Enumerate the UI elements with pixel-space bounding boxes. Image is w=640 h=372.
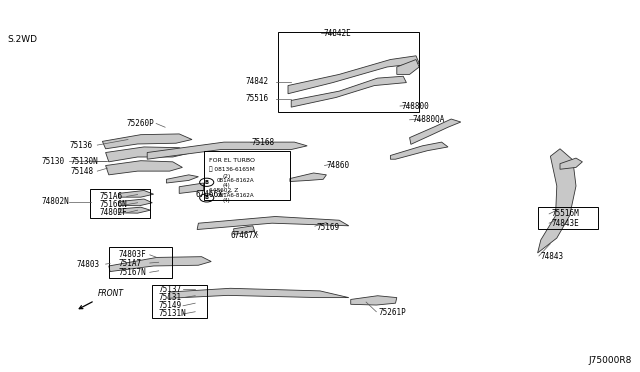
Text: 74802F: 74802F <box>99 208 127 217</box>
Text: 75131: 75131 <box>159 293 182 302</box>
Text: 75167N: 75167N <box>118 268 146 277</box>
Polygon shape <box>102 134 192 149</box>
Text: 75149: 75149 <box>159 301 182 310</box>
Polygon shape <box>109 257 211 272</box>
Polygon shape <box>118 199 152 206</box>
Text: 74843: 74843 <box>541 252 564 261</box>
Polygon shape <box>351 296 397 305</box>
Polygon shape <box>291 76 406 107</box>
Text: (4): (4) <box>223 183 230 188</box>
Polygon shape <box>166 175 198 183</box>
Bar <box>152 285 207 318</box>
Text: 748800: 748800 <box>402 102 429 110</box>
Text: 67467X: 67467X <box>230 231 258 240</box>
Text: 75260P: 75260P <box>126 119 154 128</box>
Bar <box>90 189 150 218</box>
Text: 0B1A6-8162A: 0B1A6-8162A <box>216 193 254 198</box>
Text: S.2WD: S.2WD <box>8 35 38 44</box>
Text: FRONT: FRONT <box>98 289 124 298</box>
Text: (2): (2) <box>223 174 231 179</box>
Polygon shape <box>118 190 154 197</box>
Polygon shape <box>197 217 349 230</box>
Text: J75000R8: J75000R8 <box>589 356 632 365</box>
Polygon shape <box>234 226 255 234</box>
Text: 75516: 75516 <box>245 94 268 103</box>
Polygon shape <box>168 288 349 298</box>
Text: 74802N: 74802N <box>42 197 69 206</box>
Text: 75136: 75136 <box>69 141 92 150</box>
Text: 75130: 75130 <box>42 157 65 166</box>
Polygon shape <box>118 207 150 213</box>
Polygon shape <box>288 56 419 94</box>
Text: Ⓑ 08136-6165M: Ⓑ 08136-6165M <box>209 166 254 172</box>
Text: 75261P: 75261P <box>379 308 406 317</box>
Polygon shape <box>179 183 204 193</box>
Text: 75169: 75169 <box>317 223 340 232</box>
Bar <box>204 151 290 200</box>
Bar <box>538 207 598 229</box>
Polygon shape <box>397 60 419 74</box>
Polygon shape <box>147 142 307 159</box>
Text: 75131N: 75131N <box>159 310 186 318</box>
Text: 74880QA: 74880QA <box>413 115 445 124</box>
Text: 67466X: 67466X <box>195 190 223 199</box>
Polygon shape <box>560 158 582 169</box>
Text: B: B <box>205 180 209 185</box>
Text: FOR EL TURBO: FOR EL TURBO <box>209 158 255 163</box>
Polygon shape <box>290 173 326 182</box>
Text: 0B1A6-8162A: 0B1A6-8162A <box>216 177 254 183</box>
Text: B: B <box>205 195 209 201</box>
Text: 75130N: 75130N <box>70 157 98 166</box>
Text: (4): (4) <box>223 198 230 203</box>
Text: 75137: 75137 <box>159 285 182 294</box>
Text: 74842E: 74842E <box>323 29 351 38</box>
Text: 75168: 75168 <box>252 138 275 147</box>
Polygon shape <box>106 147 189 162</box>
Text: 74803: 74803 <box>77 260 100 269</box>
Text: 751A6: 751A6 <box>99 192 122 201</box>
Polygon shape <box>410 119 461 144</box>
Polygon shape <box>106 161 182 175</box>
Polygon shape <box>538 149 576 253</box>
Text: 75166N: 75166N <box>99 200 127 209</box>
Text: 75516M: 75516M <box>552 209 579 218</box>
Text: 74803F: 74803F <box>118 250 146 259</box>
Bar <box>109 247 172 278</box>
Text: 74860: 74860 <box>326 161 349 170</box>
Text: 75148: 75148 <box>70 167 93 176</box>
Polygon shape <box>390 142 448 159</box>
Text: 74843E: 74843E <box>552 219 579 228</box>
Text: 74842: 74842 <box>245 77 268 86</box>
Text: 648602 Z: 648602 Z <box>209 188 238 193</box>
Bar <box>278 32 419 112</box>
Text: 751A7: 751A7 <box>118 259 141 267</box>
